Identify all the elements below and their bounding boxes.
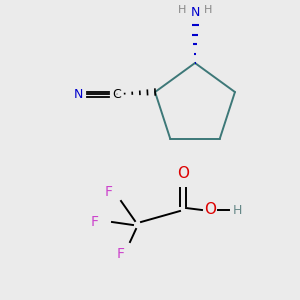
Text: O: O	[204, 202, 216, 217]
Text: H: H	[232, 203, 242, 217]
Text: N: N	[190, 7, 200, 20]
Text: C: C	[113, 88, 122, 100]
Text: N: N	[74, 88, 83, 100]
Text: F: F	[91, 215, 99, 229]
Text: F: F	[105, 185, 113, 199]
Text: H: H	[178, 5, 186, 15]
Text: F: F	[117, 247, 125, 261]
Text: O: O	[177, 167, 189, 182]
Text: H: H	[204, 5, 212, 15]
